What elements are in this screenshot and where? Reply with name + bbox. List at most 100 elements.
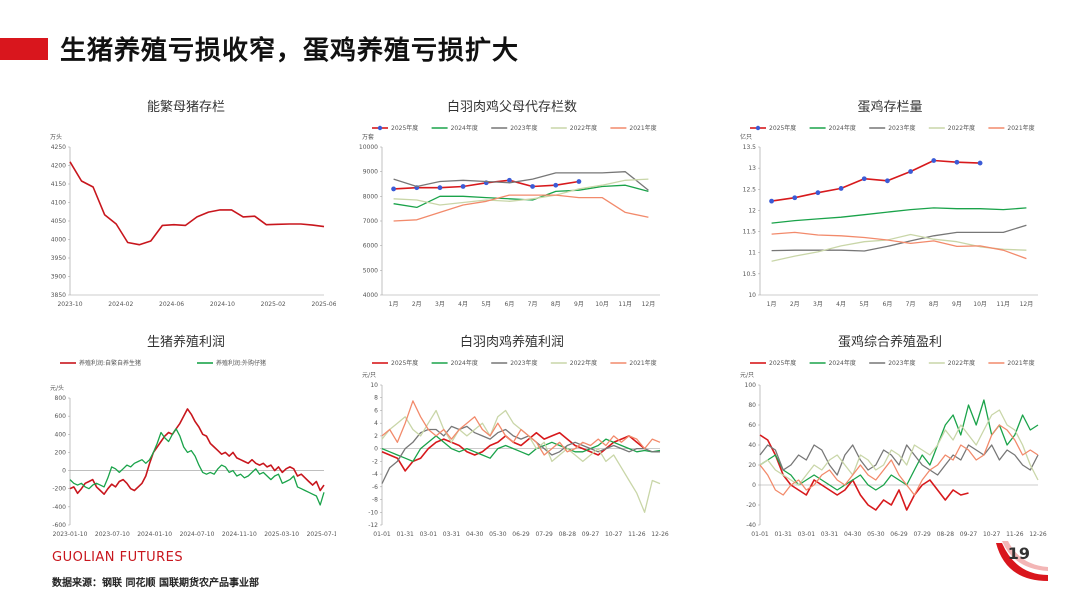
y-axis-unit: 元/只 bbox=[740, 372, 754, 379]
data-point bbox=[931, 158, 937, 163]
series-line bbox=[381, 400, 661, 456]
x-tick-label: 1月 bbox=[767, 301, 777, 308]
series-line bbox=[381, 435, 661, 463]
x-tick-label: 12-26 bbox=[651, 531, 669, 538]
legend-label: 2022年度 bbox=[570, 124, 597, 132]
chart-panel-sow-inventory: 能繁母猪存栏 万头 3850 3900 3950 4000 4050 4100 4150 4200… bbox=[36, 95, 336, 315]
x-tick-label: 11-26 bbox=[628, 531, 646, 538]
y-axis-unit: 万头 bbox=[50, 133, 62, 141]
y-tick-label: 100 bbox=[745, 382, 757, 389]
series-line bbox=[393, 178, 649, 206]
y-axis-unit: 元/头 bbox=[50, 384, 64, 392]
y-tick-label: 6000 bbox=[363, 243, 378, 250]
x-tick-label: 4月 bbox=[836, 301, 846, 308]
series-line bbox=[771, 207, 1027, 224]
y-axis-unit: 元/只 bbox=[362, 372, 376, 379]
x-tick-label: 2025-06 bbox=[311, 301, 336, 308]
x-tick-label: 1月 bbox=[389, 301, 399, 308]
x-tick-label: 07-29 bbox=[535, 531, 553, 538]
y-axis-unit: 万套 bbox=[362, 133, 374, 141]
chart-panel-layer-inventory: 蛋鸡存栏量 亿只 2025年度 2024年度 2023年度 2022年度 2021年度 10 1… bbox=[730, 95, 1050, 315]
y-tick-label: 7000 bbox=[363, 218, 378, 225]
data-point bbox=[507, 177, 512, 183]
chart-title: 白羽肉鸡养殖利润 bbox=[460, 334, 564, 350]
x-tick-label: 2024-01-10 bbox=[137, 531, 172, 538]
y-tick-label: -40 bbox=[746, 522, 756, 529]
x-tick-label: 2025-07-10 bbox=[307, 531, 336, 538]
y-tick-label: 11.5 bbox=[743, 229, 757, 236]
y-tick-label: -8 bbox=[372, 497, 378, 504]
page-title: 生猪养殖亏损收窄，蛋鸡养殖亏损扩大 bbox=[60, 36, 520, 66]
x-tick-label: 2024-11-10 bbox=[222, 531, 257, 538]
y-tick-label: 3900 bbox=[51, 274, 66, 281]
y-tick-label: 8000 bbox=[363, 193, 378, 200]
y-tick-label: -10 bbox=[368, 509, 378, 516]
y-tick-label: 0 bbox=[62, 468, 66, 475]
company-logo: GUOLIAN FUTURES bbox=[52, 550, 184, 565]
x-tick-label: 10月 bbox=[595, 301, 609, 308]
y-tick-label: 4250 bbox=[51, 144, 66, 151]
chart-title: 蛋鸡存栏量 bbox=[857, 99, 922, 115]
data-point bbox=[553, 182, 559, 188]
x-tick-label: 12-26 bbox=[1029, 531, 1047, 538]
chart-title: 能繁母猪存栏 bbox=[147, 99, 225, 115]
y-tick-label: -2 bbox=[372, 458, 378, 465]
x-tick-label: 7月 bbox=[528, 301, 538, 308]
series-line bbox=[381, 409, 661, 513]
y-tick-label: 800 bbox=[55, 395, 67, 402]
legend-label: 2023年度 bbox=[510, 124, 537, 132]
legend-label: 2024年度 bbox=[829, 359, 856, 367]
y-axis-unit: 亿只 bbox=[740, 133, 752, 141]
legend-label: 2025年度 bbox=[391, 124, 418, 132]
data-point bbox=[977, 160, 983, 166]
x-tick-label: 9月 bbox=[574, 301, 584, 308]
x-tick-label: 2023-01-10 bbox=[53, 531, 88, 538]
x-tick-label: 03-01 bbox=[798, 531, 816, 538]
x-tick-label: 2024-10 bbox=[210, 301, 235, 308]
y-tick-label: -6 bbox=[372, 484, 378, 491]
x-tick-label: 01-01 bbox=[373, 531, 391, 538]
series-line bbox=[771, 231, 1027, 260]
y-tick-label: 9000 bbox=[363, 169, 378, 176]
x-tick-label: 10-27 bbox=[983, 531, 1001, 538]
legend-label: 养殖利润:自繁自养生猪 bbox=[79, 359, 141, 367]
legend-label: 2023年度 bbox=[888, 124, 915, 132]
y-tick-label: -4 bbox=[372, 471, 378, 478]
x-tick-label: 8月 bbox=[551, 301, 561, 308]
series-line bbox=[771, 224, 1027, 252]
series-line bbox=[69, 161, 325, 246]
x-tick-label: 2024-06 bbox=[159, 301, 184, 308]
chart-title: 生猪养殖利润 bbox=[147, 334, 225, 350]
series-line bbox=[69, 408, 325, 495]
y-tick-label: 60 bbox=[748, 422, 756, 429]
data-point bbox=[576, 179, 582, 184]
y-tick-label: 6 bbox=[374, 407, 378, 414]
y-tick-label: 10 bbox=[748, 292, 756, 299]
x-tick-label: 11-26 bbox=[1006, 531, 1024, 538]
y-tick-label: 40 bbox=[748, 442, 756, 449]
y-tick-label: 3950 bbox=[51, 255, 66, 262]
page-number: 19 bbox=[1007, 544, 1030, 563]
x-tick-label: 09-27 bbox=[582, 531, 600, 538]
y-tick-label: 10 bbox=[370, 382, 378, 389]
data-point bbox=[908, 169, 913, 174]
x-tick-label: 9月 bbox=[952, 301, 962, 308]
y-tick-label: 11 bbox=[748, 250, 756, 257]
data-point bbox=[861, 176, 867, 182]
x-tick-label: 2月 bbox=[790, 301, 800, 308]
x-tick-label: 6月 bbox=[505, 301, 515, 308]
legend-label: 2025年度 bbox=[391, 359, 418, 367]
data-point bbox=[530, 184, 535, 189]
x-tick-label: 5月 bbox=[481, 301, 491, 308]
x-tick-label: 11月 bbox=[618, 301, 632, 308]
y-tick-label: 0 bbox=[374, 446, 378, 453]
x-tick-label: 08-28 bbox=[559, 531, 577, 538]
y-tick-label: 3850 bbox=[51, 292, 66, 299]
chart-title: 蛋鸡综合养殖盈利 bbox=[838, 334, 942, 350]
x-tick-label: 01-01 bbox=[751, 531, 769, 538]
legend-label: 2021年度 bbox=[629, 124, 656, 132]
legend-label: 2023年度 bbox=[888, 359, 915, 367]
series-line bbox=[759, 409, 1039, 486]
